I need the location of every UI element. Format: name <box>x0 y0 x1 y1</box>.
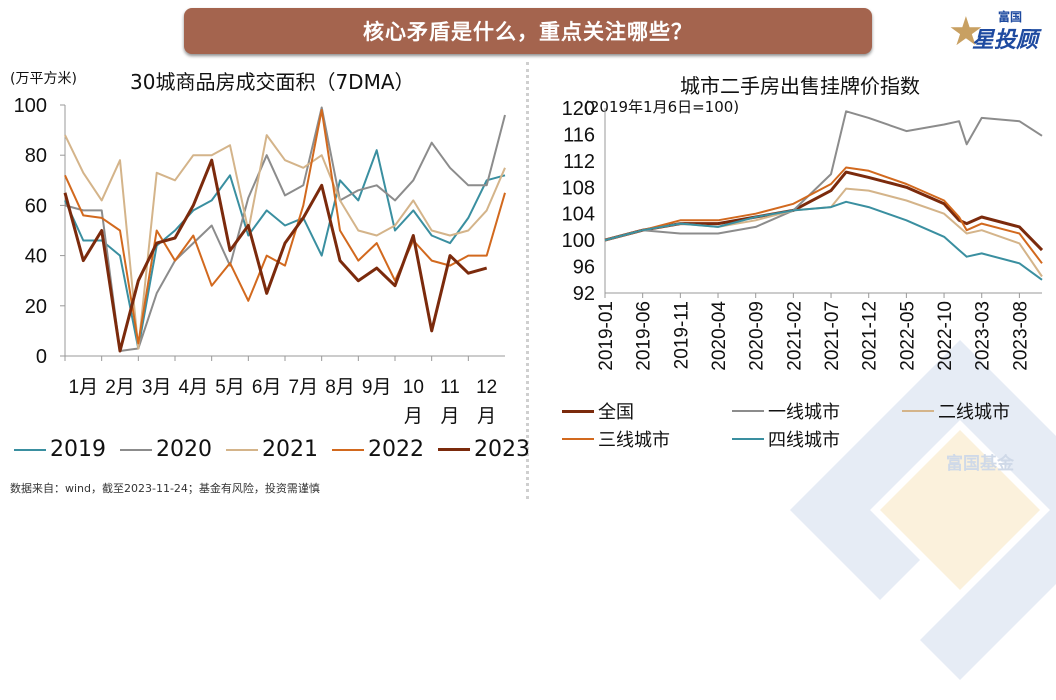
x-tick-label: 2021-12 <box>860 301 881 371</box>
legend-label: 2020 <box>156 437 212 462</box>
x-tick-label-suffix: 月 <box>440 406 459 427</box>
legend-swatch <box>902 410 934 412</box>
y-tick-label: 100 <box>562 230 595 252</box>
y-tick-label: 100 <box>14 95 47 117</box>
legend-item-2019: 2019 <box>14 437 106 462</box>
x-tick-label: 2021-02 <box>784 301 805 371</box>
x-tick-label-suffix: 月 <box>477 406 496 427</box>
data-source-note: 数据来自：wind，截至2023-11-24；基金有风险，投资需谨慎 <box>10 482 320 495</box>
x-tick-label: 4月 <box>179 377 209 398</box>
right-chart-base-note: (2019年1月6日=100) <box>584 98 740 116</box>
y-tick-label: 104 <box>562 204 595 226</box>
x-tick-label: 2019-06 <box>634 301 655 371</box>
banner-title: 核心矛盾是什么，重点关注哪些？ <box>363 20 693 44</box>
legend-swatch <box>332 448 364 451</box>
legend-item-三线城市: 三线城市 <box>562 426 732 452</box>
x-tick-label: 10 <box>403 377 424 398</box>
legend-swatch <box>226 448 258 451</box>
legend-swatch <box>562 438 594 440</box>
legend-item-2023: 2023 <box>438 437 530 462</box>
left-chart-title: 30城商品房成交面积（7DMA） <box>130 70 415 94</box>
x-tick-label: 2019-11 <box>671 301 692 369</box>
legend-swatch <box>732 438 764 440</box>
x-tick-label: 2020-09 <box>747 301 768 371</box>
x-tick-label: 2022-05 <box>897 301 918 371</box>
x-tick-label: 11 <box>440 377 460 398</box>
legend-item-2022: 2022 <box>332 437 424 462</box>
y-tick-label: 40 <box>25 246 47 268</box>
logo-small-text: 富国 <box>998 10 1023 24</box>
legend-label: 四线城市 <box>768 430 840 451</box>
legend-swatch <box>438 448 470 451</box>
legend-item-四线城市: 四线城市 <box>732 426 902 452</box>
y-tick-label: 92 <box>573 283 595 305</box>
legend-label: 2023 <box>474 437 530 462</box>
legend-label: 一线城市 <box>768 402 840 423</box>
page-banner: 核心矛盾是什么，重点关注哪些？ <box>184 8 872 54</box>
legend-label: 2022 <box>368 437 424 462</box>
legend-item-一线城市: 一线城市 <box>732 398 902 424</box>
x-tick-label: 2019-01 <box>596 301 617 371</box>
x-tick-label: 7月 <box>289 377 319 398</box>
x-tick-label: 1月 <box>69 377 99 398</box>
y-tick-label: 80 <box>25 145 47 167</box>
x-tick-label: 2023-03 <box>973 301 994 371</box>
x-tick-label-suffix: 月 <box>404 406 423 427</box>
y-tick-label: 108 <box>562 177 595 199</box>
series-line-四线城市 <box>604 200 1043 281</box>
star-icon: ★ <box>948 9 984 55</box>
panel-divider <box>526 62 529 499</box>
x-tick-label: 8月 <box>325 377 355 398</box>
series-line-全国 <box>604 170 1044 252</box>
brand-logo: ★ 富国 星投顾 <box>940 4 1056 54</box>
y-tick-label: 60 <box>25 195 47 217</box>
legend-label: 2021 <box>262 437 318 462</box>
series-line-一线城市 <box>604 110 1043 242</box>
x-tick-label: 2023-08 <box>1010 301 1031 371</box>
watermark-text: 富国基金 <box>946 454 1014 474</box>
legend-swatch <box>120 448 152 451</box>
x-tick-label: 3月 <box>142 377 172 398</box>
legend-item-2020: 2020 <box>120 437 212 462</box>
y-tick-label: 120 <box>562 98 595 120</box>
legend-swatch <box>14 448 46 451</box>
legend-swatch <box>732 410 764 412</box>
y-tick-label: 20 <box>25 296 47 318</box>
legend-swatch <box>562 409 594 413</box>
legend-label: 二线城市 <box>938 402 1010 423</box>
series-line-2023 <box>63 158 488 353</box>
left-chart: 0 20 40 60 80 100 1月 2月 3月 4月 5月 6月 7月 8月 9月 10 月 11 月 12 月 <box>14 95 506 427</box>
legend-label: 三线城市 <box>598 430 670 451</box>
x-tick-label: 2022-10 <box>935 301 956 371</box>
series-line-2022 <box>64 109 506 345</box>
y-tick-label: 0 <box>36 346 47 368</box>
right-chart-legend: 全国 一线城市 二线城市三线城市 四线城市 <box>562 398 1042 452</box>
y-tick-label: 116 <box>563 124 595 146</box>
x-tick-label: 9月 <box>362 377 392 398</box>
legend-label: 全国 <box>598 402 634 423</box>
x-tick-label: 2020-04 <box>709 301 730 371</box>
x-tick-label: 5月 <box>215 377 245 398</box>
legend-item-二线城市: 二线城市 <box>902 398 1042 424</box>
left-chart-legend: 2019 2020 2021 2022 2023 <box>14 437 530 462</box>
series-line-2021 <box>64 134 506 350</box>
x-tick-label: 12 <box>476 377 497 398</box>
series-line-三线城市 <box>604 166 1043 264</box>
y-tick-label: 96 <box>573 257 595 279</box>
series-line-2019 <box>64 149 506 350</box>
left-chart-unit: (万平方米) <box>10 71 77 87</box>
logo-big-text: 星投顾 <box>972 28 1039 53</box>
legend-item-2021: 2021 <box>226 437 318 462</box>
x-tick-label: 2月 <box>105 377 135 398</box>
right-chart: 92 96 100 104 108 112 116 120 2019-01 2019-06 2019… <box>562 98 1044 371</box>
legend-label: 2019 <box>50 437 106 462</box>
right-chart-title: 城市二手房出售挂牌价指数 <box>680 74 920 98</box>
x-tick-label: 2021-07 <box>822 301 843 371</box>
legend-item-全国: 全国 <box>562 398 732 424</box>
x-tick-label: 6月 <box>252 377 282 398</box>
y-tick-label: 112 <box>563 151 595 173</box>
